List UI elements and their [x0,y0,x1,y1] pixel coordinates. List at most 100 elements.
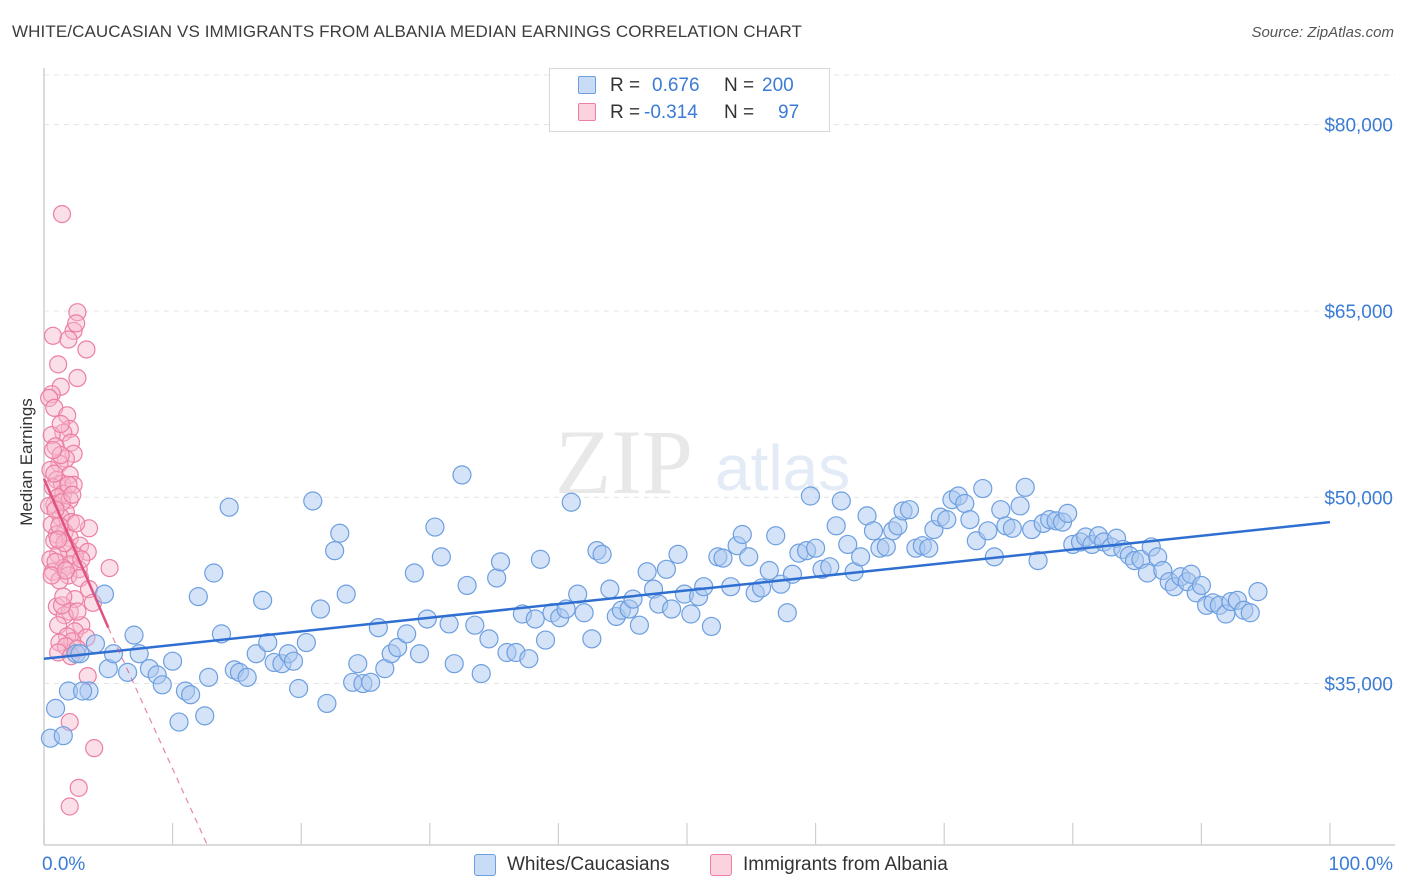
albania-point [60,797,79,816]
whites-point [820,557,840,577]
whites-point [479,629,499,649]
y-tick-label: $80,000 [1324,116,1393,137]
whites-points [40,465,1268,748]
whites-point [623,589,643,609]
whites-point [777,603,797,623]
whites-point [169,712,189,732]
albania-point [64,321,83,340]
whites-point [519,649,539,669]
whites-point [1002,518,1022,538]
y-tick-labels: $35,000 $50,000 $65,000 $80,000 [1324,116,1393,696]
albania-point [56,561,75,580]
whites-point [739,547,759,567]
whites-point [800,486,821,506]
albania-point [49,355,68,374]
whites-point [899,500,920,520]
albania-point [59,330,78,349]
albania-point [61,433,81,452]
albania-trend-line [42,478,110,629]
legend-swatch-whites [578,76,596,94]
albania-point [69,778,88,797]
whites-point [582,629,602,649]
whites-point [53,726,73,746]
whites-point [94,584,115,604]
whites-point [629,615,650,635]
bottom-label-whites: Whites/Caucasians [507,854,670,875]
whites-point [955,493,975,514]
whites-point [1010,496,1030,516]
whites-point [600,579,620,599]
albania-point [45,464,64,483]
legend-n-label: N = [724,75,755,96]
y-tick-label: $35,000 [1324,675,1393,696]
legend-r-value: -0.314 [644,102,698,123]
whites-point [103,644,124,664]
whites-point [188,587,208,607]
whites-point [397,624,417,644]
albania-point [67,514,86,533]
chart-title: WHITE/CAUCASIAN VS IMMIGRANTS FROM ALBAN… [12,22,803,41]
whites-point [317,693,337,714]
whites-point [444,654,464,674]
chart-source: Source: ZipAtlas.com [1251,24,1394,41]
whites-point [431,547,451,567]
watermark-atlas: atlas [715,432,850,504]
whites-point [452,465,472,485]
whites-point [348,654,368,674]
whites-point [246,644,266,664]
albania-point [43,326,63,345]
legend-n-value: 200 [762,75,794,96]
x-tick-labels: 0.0% 100.0% [42,854,1393,875]
whites-point [694,577,714,597]
whites-point [465,615,485,635]
bottom-swatch-albania [710,854,732,876]
whites-point [296,632,316,653]
whites-point [283,651,304,671]
legend-n-label: N = [724,102,755,123]
whites-point [732,524,752,545]
whites-point [487,568,507,588]
whites-point [199,667,219,687]
albania-point [52,204,72,224]
y-tick-label: $50,000 [1324,488,1393,509]
albania-point [43,440,63,460]
whites-point [336,584,356,604]
bottom-swatch-whites [474,854,496,876]
albania-points [40,204,119,816]
whites-point [457,575,477,596]
legend-n-value: 97 [778,102,800,123]
bottom-label-albania: Immigrants from Albania [743,854,948,875]
whites-point [425,517,445,537]
whites-point [310,599,331,619]
whites-point [204,563,224,583]
whites-point [45,698,66,718]
whites-point [1058,503,1078,524]
whites-point [439,614,459,634]
whites-point [766,526,786,546]
albania-point [54,587,73,606]
y-axis-label: Median Earnings [17,398,36,526]
whites-point [330,523,350,543]
legend-r-label: R = [610,75,641,96]
x-tick-label-start: 0.0% [42,854,85,875]
whites-trend-line [43,520,1331,660]
whites-point [863,521,884,541]
whites-point [219,497,239,517]
trend-lines [42,478,1331,846]
albania-point [59,475,78,494]
whites-point [195,706,215,726]
albania-point [67,314,86,333]
whites-point [561,492,581,512]
albania-point [68,602,87,621]
whites-point [490,552,511,572]
whites-point [701,616,722,637]
whites-point [471,664,491,684]
whites-point [325,541,345,561]
correlation-legend: R = 0.676 N = 200 R = -0.314 N = 97 [549,68,830,132]
whites-point [991,500,1011,520]
whites-point [152,675,172,695]
whites-point [72,681,93,701]
whites-point [668,544,688,564]
whites-point [535,630,556,650]
whites-point [124,625,144,645]
